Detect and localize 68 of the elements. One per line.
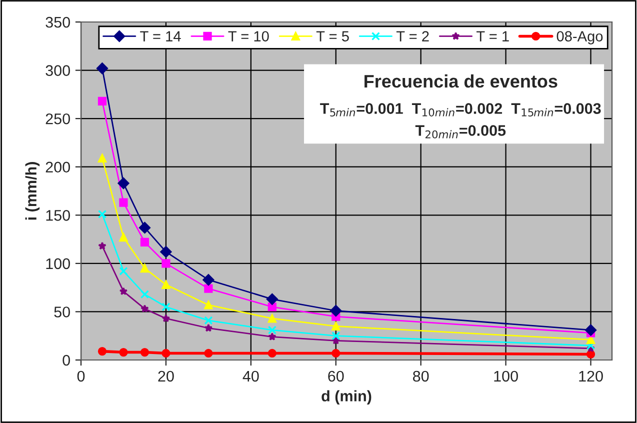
point (140, 238, 150, 246)
x-tick-label: 100 (494, 370, 518, 382)
point (204, 300, 213, 310)
point (96, 62, 108, 74)
annotation: T$_{5min}$=0.001 T$_{10min}$=0.002 T$_{15min}$=0.003 (320, 103, 601, 116)
x-tick-label: 60 (328, 370, 344, 382)
point (162, 280, 170, 289)
point (268, 332, 276, 340)
y-tick-label: 200 (46, 162, 70, 173)
point (138, 222, 150, 234)
y-tick-label: 100 (46, 258, 70, 270)
annotation: T$_{20min}$=0.005 (415, 125, 506, 138)
x-tick-label: 120 (579, 370, 603, 382)
point (266, 293, 278, 305)
point (140, 264, 150, 273)
point (204, 284, 213, 293)
point (162, 314, 170, 322)
x-tick-label: 80 (413, 370, 429, 382)
point (119, 233, 128, 242)
point (268, 314, 276, 323)
legend-label: T = 14 (140, 31, 181, 42)
x-tick-label: 40 (242, 370, 259, 382)
point (160, 246, 172, 258)
point (140, 290, 150, 299)
point (119, 266, 128, 276)
point (140, 304, 149, 312)
point (119, 198, 128, 207)
x-tick-label: 20 (158, 370, 174, 382)
y-axis-title: i (mm/h) (25, 162, 40, 220)
point (162, 348, 170, 358)
point (204, 316, 213, 325)
point (98, 154, 107, 162)
point (332, 348, 340, 358)
point (204, 348, 213, 358)
point (162, 302, 170, 312)
point (98, 347, 107, 356)
x-axis-title: d (min) (322, 390, 372, 404)
point (585, 324, 597, 336)
point (332, 322, 340, 331)
y-tick-label: 150 (46, 210, 70, 221)
point (162, 259, 170, 268)
point (98, 242, 106, 250)
point (586, 341, 596, 350)
point (268, 326, 276, 334)
point (118, 178, 130, 190)
y-tick-label: 300 (46, 65, 70, 76)
point (119, 348, 128, 357)
y-tick-label: 0 (62, 354, 70, 366)
point (98, 96, 107, 106)
y-tick-label: 350 (46, 16, 70, 28)
point (119, 287, 128, 296)
point (332, 332, 340, 340)
point (204, 324, 213, 332)
annotation: Frecuencia de eventos (364, 74, 558, 88)
point (330, 305, 342, 316)
legend-label: T = 10 (228, 31, 269, 42)
legend-label: T = 2 (396, 31, 429, 42)
y-tick-label: 250 (46, 113, 70, 124)
point (202, 274, 214, 286)
point (140, 348, 150, 357)
legend-label: T = 1 (476, 31, 509, 42)
point (98, 210, 107, 218)
y-tick-label: 50 (54, 306, 70, 318)
legend-label: 08-Ago (556, 31, 603, 44)
legend-label: T = 5 (316, 31, 349, 42)
point (268, 348, 276, 358)
x-tick-label: 0 (77, 370, 85, 382)
point (268, 302, 276, 312)
